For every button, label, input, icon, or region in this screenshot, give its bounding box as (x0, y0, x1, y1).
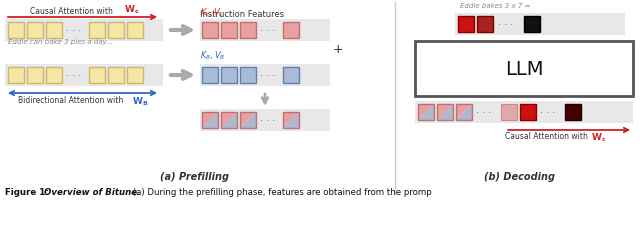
Bar (89, 23, 105, 39)
Polygon shape (418, 105, 434, 121)
Bar (501, 105, 517, 121)
Text: $\mathbf{W_B}$: $\mathbf{W_B}$ (132, 96, 148, 108)
Bar (8, 23, 24, 39)
Bar (221, 113, 237, 128)
Polygon shape (240, 113, 256, 128)
Bar (108, 23, 124, 39)
Bar (46, 68, 62, 84)
Text: Causal Attention with: Causal Attention with (30, 7, 115, 16)
Text: (a) Prefilling: (a) Prefilling (161, 171, 230, 181)
Bar (127, 23, 143, 39)
Bar (524, 17, 540, 33)
Polygon shape (283, 113, 299, 128)
Text: $\mathbf{W_c}$: $\mathbf{W_c}$ (591, 131, 606, 144)
Bar (240, 23, 256, 39)
Text: $K_c, V_c$: $K_c, V_c$ (200, 7, 224, 19)
Bar (202, 113, 218, 128)
Text: Figure 1:: Figure 1: (5, 187, 52, 196)
Bar (455, 14, 625, 36)
Bar (89, 68, 105, 84)
Polygon shape (283, 113, 299, 128)
Polygon shape (418, 105, 434, 121)
Text: $K_B, V_B$: $K_B, V_B$ (200, 49, 225, 62)
Bar (565, 105, 581, 121)
Text: LLM: LLM (505, 60, 543, 79)
Polygon shape (240, 113, 256, 128)
Polygon shape (456, 105, 472, 121)
Text: · · ·: · · · (66, 71, 81, 81)
Text: Eddie bakes 3 x 7 =: Eddie bakes 3 x 7 = (460, 3, 531, 9)
Polygon shape (202, 113, 218, 128)
Text: (b) Decoding: (b) Decoding (484, 171, 556, 181)
Bar (283, 113, 299, 128)
Bar (458, 17, 474, 33)
Polygon shape (456, 105, 472, 121)
Bar (240, 68, 256, 84)
Bar (418, 105, 434, 121)
Bar (240, 113, 256, 128)
Text: · · ·: · · · (66, 26, 81, 36)
Bar (202, 23, 218, 39)
Text: · · ·: · · · (260, 71, 275, 81)
Bar (477, 17, 493, 33)
Bar (5, 65, 163, 87)
Bar (8, 68, 24, 84)
Bar (200, 20, 330, 42)
Polygon shape (202, 113, 218, 128)
Text: · · ·: · · · (260, 116, 275, 126)
Text: Causal Attention with: Causal Attention with (505, 131, 590, 140)
Text: · · ·: · · · (498, 20, 513, 30)
Polygon shape (221, 113, 237, 128)
Bar (283, 23, 299, 39)
Bar (200, 65, 330, 87)
Text: · · ·: · · · (540, 108, 556, 118)
Bar (27, 23, 43, 39)
Text: Bidirectional Attention with: Bidirectional Attention with (18, 96, 125, 105)
Bar (108, 68, 124, 84)
Bar (200, 109, 330, 131)
Polygon shape (437, 105, 453, 121)
Bar (202, 68, 218, 84)
Bar (221, 23, 237, 39)
Bar (437, 105, 453, 121)
Bar (5, 20, 163, 42)
Bar (415, 42, 633, 96)
Bar (127, 68, 143, 84)
Polygon shape (437, 105, 453, 121)
Text: (a) During the prefilling phase, features are obtained from the promp: (a) During the prefilling phase, feature… (130, 187, 432, 196)
Text: · · ·: · · · (476, 108, 492, 118)
Text: $\mathbf{W_c}$: $\mathbf{W_c}$ (124, 3, 140, 16)
Bar (415, 101, 633, 123)
Text: Instruction Features: Instruction Features (200, 10, 284, 19)
Text: Eddie can bake 3 pies a day...: Eddie can bake 3 pies a day... (8, 39, 113, 45)
Bar (520, 105, 536, 121)
Text: Overview of Bitune.: Overview of Bitune. (44, 187, 140, 196)
Polygon shape (221, 113, 237, 128)
Bar (46, 23, 62, 39)
Text: · · ·: · · · (260, 26, 275, 36)
Text: +: + (333, 43, 343, 56)
Bar (221, 68, 237, 84)
Bar (283, 68, 299, 84)
Bar (27, 68, 43, 84)
Bar (456, 105, 472, 121)
